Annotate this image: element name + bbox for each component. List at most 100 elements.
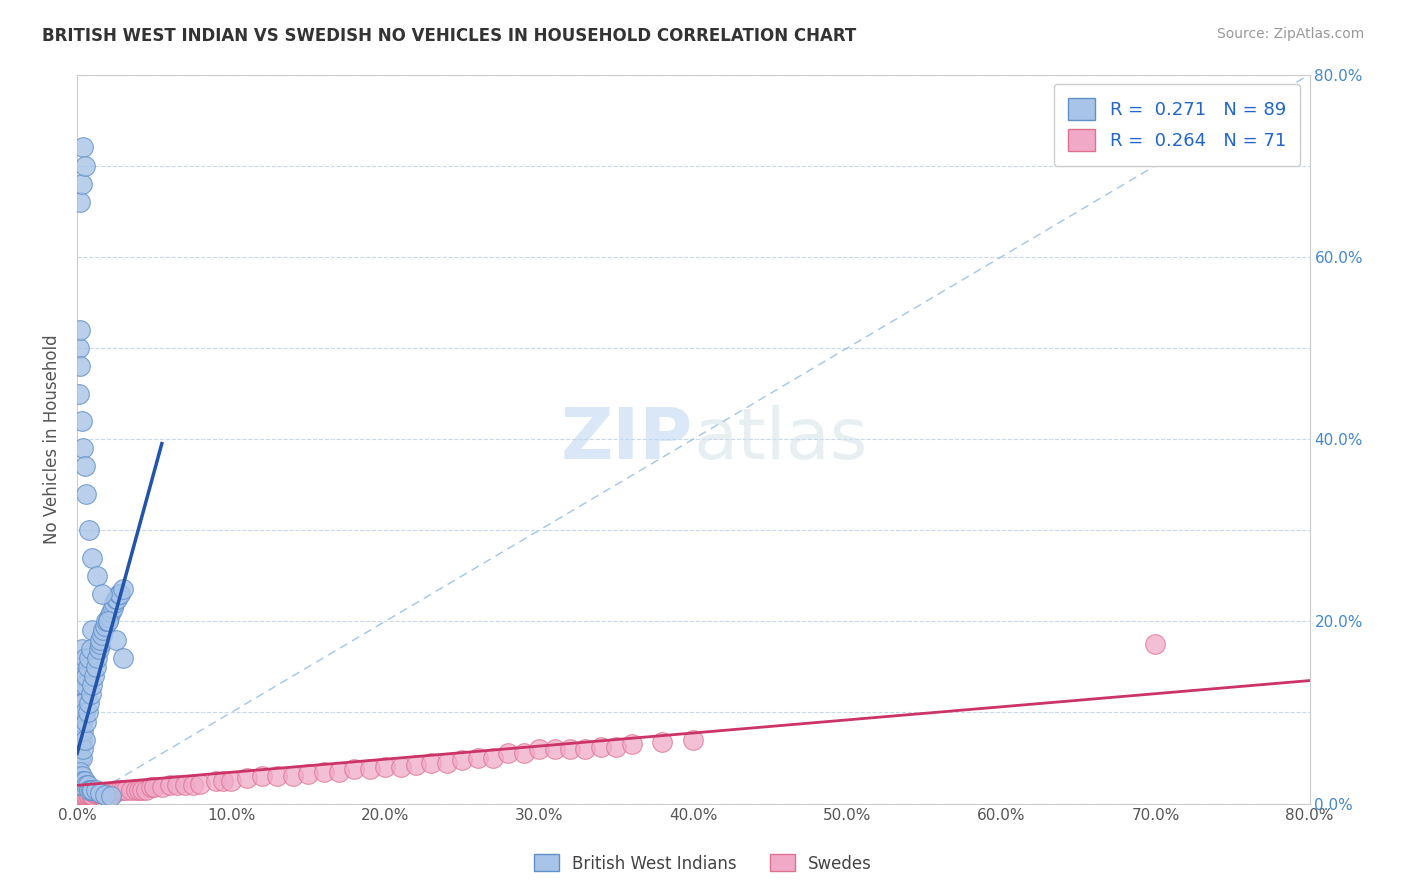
Text: Source: ZipAtlas.com: Source: ZipAtlas.com [1216,27,1364,41]
Point [82,783,104,797]
Point [98,609,121,624]
Point [312,764,335,779]
Point [107,587,129,601]
Point [139,780,162,795]
Point [70,778,93,792]
Point [112,582,135,597]
Point [67,706,90,720]
Point [188,776,211,790]
Point [70,177,93,191]
Point [219,773,242,788]
Point [75,669,97,683]
Point [72,441,94,455]
Point [75,778,97,792]
Point [73,678,96,692]
Point [83,786,105,800]
Point [181,778,204,792]
Point [467,751,489,765]
Point [80,783,103,797]
Point [79,697,101,711]
Point [87,786,110,800]
Point [89,637,111,651]
Point [204,773,226,788]
Point [405,758,427,772]
Point [69,359,91,373]
Point [115,783,138,797]
Point [69,773,91,788]
Point [79,788,101,802]
Point [97,615,120,629]
Point [72,788,94,802]
Point [104,632,127,647]
Point [80,687,103,701]
Point [112,650,135,665]
Point [150,780,173,795]
Point [70,641,93,656]
Point [682,732,704,747]
Point [73,159,96,173]
Point [70,769,93,783]
Point [120,783,142,797]
Point [159,778,181,792]
Point [498,747,520,761]
Point [82,624,104,638]
Point [110,587,132,601]
Point [124,783,146,797]
Point [79,650,101,665]
Point [86,568,108,582]
Point [70,788,93,802]
Point [620,738,643,752]
Point [1144,637,1167,651]
Point [69,195,91,210]
Point [374,760,396,774]
Point [589,740,612,755]
Point [79,523,101,537]
Point [69,706,91,720]
Point [100,786,122,800]
Point [94,786,117,800]
Point [482,751,505,765]
Y-axis label: No Vehicles in Household: No Vehicles in Household [44,334,60,544]
Point [103,786,125,800]
Point [69,323,91,337]
Point [143,780,166,795]
Point [343,762,366,776]
Point [420,756,443,770]
Legend: British West Indians, Swedes: British West Indians, Swedes [527,847,879,880]
Point [91,624,114,638]
Point [97,615,120,629]
Point [87,641,110,656]
Point [543,742,565,756]
Point [94,619,117,633]
Text: ZIP: ZIP [561,405,693,474]
Point [83,669,105,683]
Point [94,788,117,802]
Point [89,786,111,800]
Point [281,769,304,783]
Point [75,788,97,802]
Point [90,786,112,800]
Point [73,459,96,474]
Point [82,678,104,692]
Point [104,591,127,606]
Point [131,783,153,797]
Point [69,751,91,765]
Point [77,788,100,802]
Point [72,697,94,711]
Point [79,783,101,797]
Point [67,723,90,738]
Point [67,386,90,401]
Point [67,742,90,756]
Point [451,753,474,767]
Point [69,788,91,802]
Point [90,628,112,642]
Point [297,767,319,781]
Point [96,786,118,800]
Point [72,723,94,738]
Point [513,747,536,761]
Point [72,773,94,788]
Point [389,760,412,774]
Point [73,706,96,720]
Point [70,697,93,711]
Point [110,783,132,797]
